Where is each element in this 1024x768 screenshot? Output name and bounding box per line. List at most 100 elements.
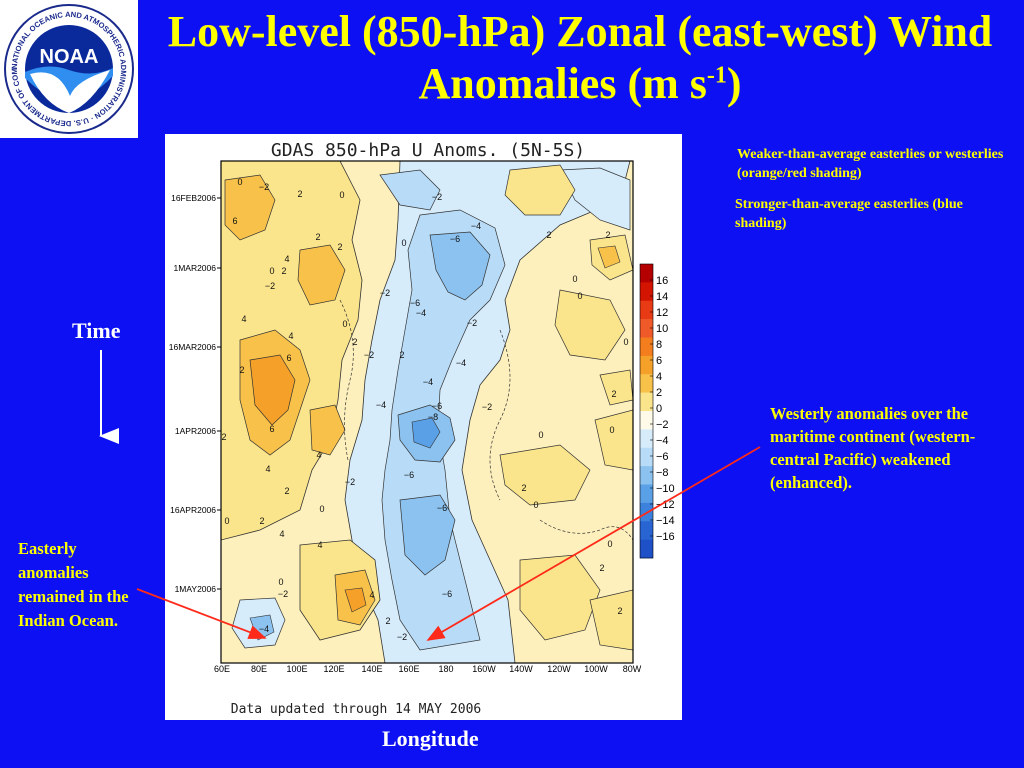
contour-label: −2	[397, 632, 407, 642]
x-tick-80e: 80E	[251, 664, 267, 674]
colorbar-swatch	[640, 411, 653, 430]
colorbar-label: −14	[656, 515, 675, 527]
noaa-logo: NATIONAL OCEANIC AND ATMOSPHERIC ADMINIS…	[0, 0, 138, 138]
contour-label: 6	[232, 216, 237, 226]
contour-label: −4	[456, 358, 466, 368]
contour-label: 2	[315, 232, 320, 242]
contour-label: −4	[416, 308, 426, 318]
contour-label: −2	[265, 281, 275, 291]
contour-label: 0	[342, 319, 347, 329]
plot-footer: Data updated through 14 MAY 2006	[231, 702, 481, 717]
contour-label: 0	[224, 516, 229, 526]
contour-label: −6	[450, 234, 460, 244]
time-label: Time	[72, 318, 121, 343]
contour-label: 0	[607, 539, 612, 549]
colorbar-label: −12	[656, 499, 675, 511]
colorbar-label: 6	[656, 355, 662, 367]
colorbar-swatch	[640, 264, 653, 283]
colorbar-swatch	[640, 484, 653, 504]
contour-label: −6	[404, 470, 414, 480]
contour-label: 0	[533, 500, 538, 510]
longitude-label: Longitude	[382, 726, 479, 751]
contour-label: 4	[241, 314, 246, 324]
contour-label: −4	[376, 400, 386, 410]
contour-label: 2	[281, 266, 286, 276]
logo-text: NOAA	[40, 46, 99, 68]
contour-label: 4	[265, 464, 270, 474]
contour-label: −2	[380, 288, 390, 298]
colorbar-swatch	[640, 337, 653, 357]
x-tick-60e: 60E	[214, 664, 230, 674]
note-weaker-easterlies: Weaker-than-average easterlies or wester…	[737, 147, 1004, 181]
contour-label: −2	[259, 182, 269, 192]
contour-label: 4	[317, 540, 322, 550]
y-tick-1may: 1MAY2006	[175, 584, 217, 594]
contour-label: 2	[221, 432, 226, 442]
contour-label: 4	[316, 450, 321, 460]
colorbar-swatch	[640, 429, 653, 449]
contour-label: −4	[471, 221, 481, 231]
contour-label: 4	[279, 529, 284, 539]
y-tick-16feb: 16FEB2006	[171, 193, 216, 203]
colorbar-label: 14	[656, 291, 668, 303]
contour-label: 2	[617, 606, 622, 616]
contour-label: 2	[297, 189, 302, 199]
colorbar-swatch	[640, 539, 653, 559]
contour-label: 4	[369, 590, 374, 600]
colorbar-label: 0	[656, 403, 662, 415]
contour-label: −2	[432, 192, 442, 202]
colorbar-swatch	[640, 319, 653, 338]
contour-label: 2	[399, 350, 404, 360]
time-axis: 16FEB2006 1MAR2006 16MAR2006 1APR2006 16…	[169, 193, 221, 594]
colorbar-label: 2	[656, 387, 662, 399]
colorbar-label: −6	[656, 451, 669, 463]
hovmoller-figure: GDAS 850-hPa U Anoms. (5N-5S)	[165, 134, 682, 720]
colorbar-swatch	[640, 374, 653, 393]
colorbar-label: 12	[656, 307, 668, 319]
longitude-axis: 60E 80E 100E 120E 140E 160E 180 160W 140…	[214, 664, 642, 674]
contour-label: 2	[259, 516, 264, 526]
contour-label: 2	[284, 486, 289, 496]
contour-label: 6	[286, 353, 291, 363]
y-tick-1mar: 1MAR2006	[173, 263, 216, 273]
contour-label: 0	[269, 266, 274, 276]
contour-label: −6	[442, 589, 452, 599]
title-close-paren: )	[726, 59, 742, 108]
contour-label: 0	[339, 190, 344, 200]
contour-label: 0	[572, 274, 577, 284]
colorbar-label: −16	[656, 531, 675, 543]
contour-label: 2	[239, 365, 244, 375]
contour-label: −6	[410, 298, 420, 308]
colorbar-label: −2	[656, 419, 669, 431]
x-tick-100e: 100E	[286, 664, 307, 674]
hovmoller-plot: GDAS 850-hPa U Anoms. (5N-5S)	[169, 140, 675, 717]
contour-label: 0	[401, 238, 406, 248]
note-stronger-easterlies: Stronger-than-average easterlies (blue s…	[735, 197, 963, 231]
contour-label: −4	[423, 377, 433, 387]
colorbar-swatch	[640, 447, 653, 467]
colorbar: 16 14 12 10 8 6 4 2 0 −2 −4 −6 −8 −10 −12 −14 −16	[639, 263, 675, 559]
colorbar-swatch	[640, 355, 653, 375]
contour-label: −6	[437, 503, 447, 513]
contour-label: 0	[577, 291, 582, 301]
x-tick-160w: 160W	[472, 664, 496, 674]
contour-label: −2	[345, 477, 355, 487]
x-tick-160e: 160E	[398, 664, 419, 674]
contour-label: 2	[521, 483, 526, 493]
colorbar-swatch	[640, 300, 653, 320]
contour-label: −2	[467, 318, 477, 328]
x-tick-100w: 100W	[584, 664, 608, 674]
contour-label: 2	[337, 242, 342, 252]
contour-label: 0	[319, 504, 324, 514]
contour-label: 2	[352, 337, 357, 347]
contour-label: 4	[284, 254, 289, 264]
contour-label: 0	[538, 430, 543, 440]
contour-label: 2	[599, 563, 604, 573]
contour-label: 2	[546, 230, 551, 240]
y-tick-1apr: 1APR2006	[175, 426, 216, 436]
plot-frame	[220, 160, 634, 664]
colorbar-label: −8	[656, 467, 669, 479]
x-tick-120e: 120E	[323, 664, 344, 674]
